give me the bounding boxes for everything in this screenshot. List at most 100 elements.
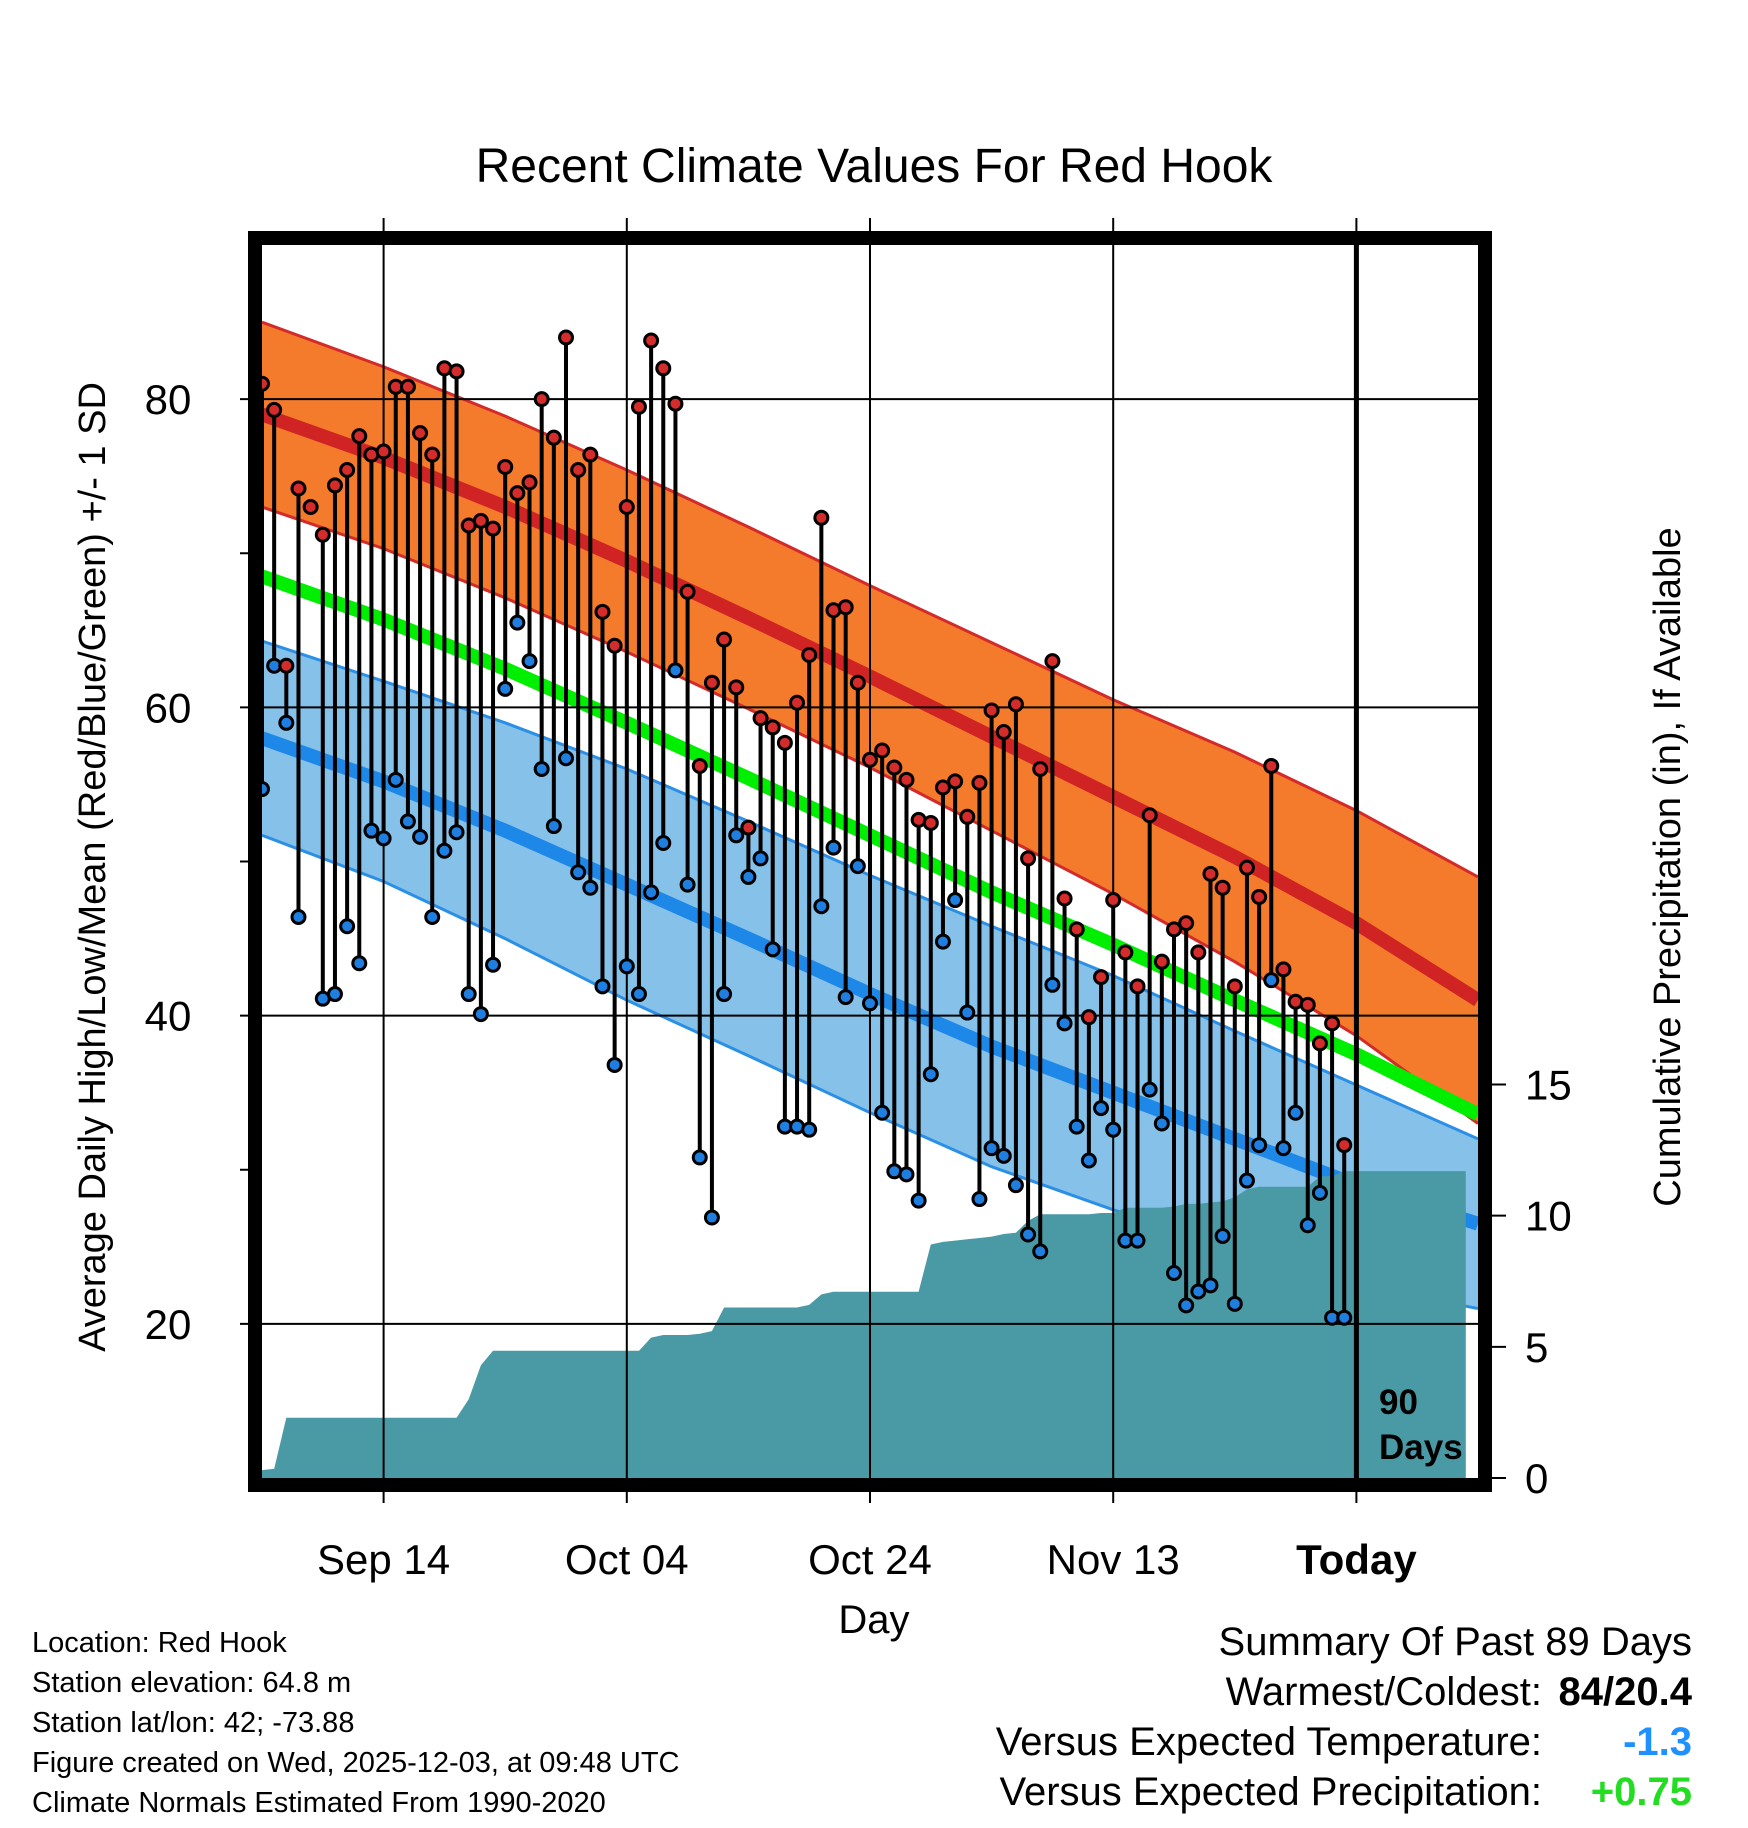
daily-high-point [545,429,562,446]
daily-low-point [1105,1121,1122,1138]
daily-high-point [801,646,818,663]
precip-anomaly-value: +0.75 [1590,1770,1692,1814]
daily-low-point [618,958,635,975]
daily-high-point [1056,890,1073,907]
daily-low-point [1044,976,1061,993]
daily-low-point [1080,1152,1097,1169]
daily-low-point [1238,1172,1255,1189]
daily-low-point [813,898,830,915]
daily-high-point [1311,1035,1328,1052]
daily-low-point [485,956,502,973]
daily-high-point [302,499,319,516]
daily-low-point [934,933,951,950]
daily-high-point [1202,865,1219,882]
daily-high-point [1214,879,1231,896]
daily-low-point [1007,1177,1024,1194]
daily-low-point [922,1066,939,1083]
daily-high-point [412,425,429,442]
daily-high-point [618,499,635,516]
daily-low-point [862,995,878,1012]
daily-high-point [959,808,976,825]
daily-low-point [290,908,307,925]
daily-low-point [667,662,684,679]
daily-high-point [582,446,599,463]
y2-axis-label: Cumulative Precipitation (in), If Availa… [1647,527,1689,1206]
daily-low-point [1166,1265,1182,1282]
daily-high-point [314,526,331,543]
daily-high-point [1226,978,1243,995]
daily-low-point [910,1192,927,1209]
daily-low-point [399,813,416,830]
daily-high-point [1190,944,1207,961]
daily-high-point [1141,807,1158,824]
summary-title: Summary Of Past 89 Days [1218,1620,1692,1664]
daily-high-point [399,378,416,395]
summary-row-precip: Versus Expected Precipitation: +0.75 [996,1767,1692,1817]
temp-anomaly-value: -1.3 [1623,1720,1692,1764]
daily-low-point [278,714,295,731]
daily-low-point [375,830,392,847]
daily-high-point [703,674,720,691]
daily-high-point [898,771,915,788]
daily-high-point [874,742,891,759]
daily-low-point [326,986,343,1003]
daily-high-point [351,428,368,445]
daily-low-point [570,864,587,881]
daily-low-point [655,835,672,852]
daily-low-point [995,1147,1012,1164]
x-tick-label: Nov 13 [1047,1536,1180,1583]
daily-high-point [1080,1009,1097,1026]
daily-low-point [509,614,526,631]
daily-high-point [740,819,757,836]
daily-low-point [740,868,757,885]
daily-high-point [1263,757,1280,774]
location-text: Location: Red Hook [32,1627,287,1659]
today-marker-label-days-word: Days [1379,1428,1463,1467]
daily-high-point [728,679,745,696]
daily-high-point [266,401,283,418]
daily-high-point [643,332,660,349]
daily-high-point [1324,1015,1341,1032]
daily-low-point [764,941,781,958]
daily-low-point [1020,1226,1037,1243]
extremes-label: Warmest/Coldest: [1225,1670,1542,1714]
daily-high-point [1093,969,1110,986]
daily-low-point [460,986,477,1003]
daily-high-point [1275,961,1292,978]
daily-low-point [448,824,465,841]
daily-low-point [1263,972,1280,989]
daily-high-point [339,462,356,479]
daily-high-point [570,462,587,479]
daily-high-point [752,710,769,727]
daily-low-point [1032,1243,1049,1260]
daily-high-point [862,751,878,768]
daily-low-point [1251,1137,1268,1154]
daily-high-point [1007,696,1024,713]
daily-high-point [691,757,708,774]
daily-high-point [509,485,526,502]
daily-high-point [472,512,489,529]
daily-high-point [1251,888,1268,905]
daily-low-point [424,908,441,925]
daily-high-point [424,446,441,463]
axis-ticks: 20 40 60 80 Sep 14 Oct 04 Oct 24 Nov 13 Today 0 5 1… [145,376,1572,1583]
daily-high-point [1129,978,1146,995]
daily-low-point [1202,1277,1219,1294]
daily-low-point [1129,1232,1146,1249]
daily-low-point [703,1209,720,1226]
daily-low-point [558,750,574,767]
daily-high-point [837,599,854,616]
daily-high-point [934,779,951,796]
daily-low-point [1190,1283,1207,1300]
daily-low-point [472,1006,489,1023]
daily-high-point [813,509,830,526]
temp-anomaly-label: Versus Expected Temperature: [995,1720,1542,1764]
daily-high-point [1044,653,1061,670]
daily-low-point [643,884,660,901]
y2-tick-label: 15 [1525,1061,1572,1108]
daily-high-point [485,520,502,537]
daily-high-point [1020,850,1037,867]
daily-low-point [691,1149,708,1166]
daily-low-point [1068,1118,1085,1135]
